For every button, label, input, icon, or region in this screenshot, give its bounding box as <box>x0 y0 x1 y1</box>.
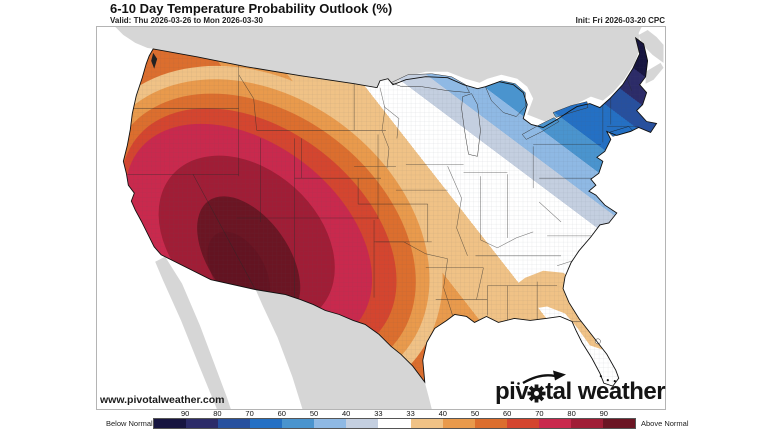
colorbar-tick: 90 <box>599 409 608 418</box>
colorbar-tick: 50 <box>309 409 319 418</box>
colorbar-tick: 80 <box>213 409 222 418</box>
great-lakes <box>390 73 589 157</box>
valid-range-label: Valid: Thu 2026-03-26 to Mon 2026-03-30 <box>110 16 263 25</box>
baja-peninsula <box>155 256 231 409</box>
init-time-label: Init: Fri 2026-03-20 CPC <box>575 16 665 25</box>
colorbar-segment <box>346 419 379 428</box>
colorbar-tick: 50 <box>470 409 480 418</box>
probability-colorbar-legend: Below Normal 90 80 70 60 50 40 33 33 40 50 60 70 80 9… <box>0 409 768 432</box>
watermark-url: www.pivotalweather.com <box>100 394 225 406</box>
above-normal-label: Above Normal <box>641 419 689 428</box>
lake-okeechobee <box>595 338 601 345</box>
colorbar-segment <box>474 419 507 428</box>
colorbar-segment <box>154 419 187 428</box>
colorbar-tick: 70 <box>535 409 544 418</box>
lake-huron <box>485 80 526 117</box>
lake-ontario <box>552 101 589 118</box>
map-frame <box>96 26 666 410</box>
pivotal-weather-logo: piv tal weather <box>495 378 666 405</box>
lake-michigan <box>461 93 481 157</box>
colorbar-segment <box>314 419 347 428</box>
wind-arrow-icon <box>517 370 566 385</box>
colorbar-segment <box>410 419 443 428</box>
colorbar-segment <box>186 419 219 428</box>
colorbar-tick: 70 <box>245 409 254 418</box>
colorbar-segment <box>250 419 283 428</box>
colorbar-segment <box>218 419 251 428</box>
lake-erie <box>521 117 560 140</box>
page-title: 6-10 Day Temperature Probability Outlook… <box>110 1 393 16</box>
colorbar-tick: 90 <box>181 409 190 418</box>
new-brunswick-land <box>638 29 664 63</box>
colorbar-tick: 60 <box>503 409 512 418</box>
colorbar-segment <box>506 419 539 428</box>
colorbar-segment <box>442 419 475 428</box>
colorbar-segment <box>570 419 603 428</box>
colorbar-segment <box>378 419 411 428</box>
colorbar-segment <box>282 419 315 428</box>
gear-icon <box>527 383 546 403</box>
colorbar-tick: 33 <box>374 409 383 418</box>
mexico-land <box>255 289 432 409</box>
nova-scotia-land <box>645 62 664 84</box>
colorbar <box>153 418 636 429</box>
colorbar-segment <box>538 419 571 428</box>
colorbar-tick: 80 <box>567 409 576 418</box>
conus-probability-map <box>97 27 665 409</box>
colorbar-tick: 33 <box>406 409 415 418</box>
colorbar-tick-labels: 90 80 70 60 50 40 33 33 40 50 60 70 80 90 <box>153 409 636 418</box>
colorbar-tick: 60 <box>277 409 286 418</box>
below-normal-label: Below Normal <box>106 419 153 428</box>
colorbar-segment <box>602 419 635 428</box>
colorbar-tick: 40 <box>342 409 351 418</box>
canada-land <box>115 27 642 122</box>
logo-text-prefix: piv <box>495 378 529 405</box>
colorbar-tick: 40 <box>438 409 447 418</box>
state-borders <box>127 56 639 323</box>
logo-text-suffix: tal weather <box>545 378 666 405</box>
